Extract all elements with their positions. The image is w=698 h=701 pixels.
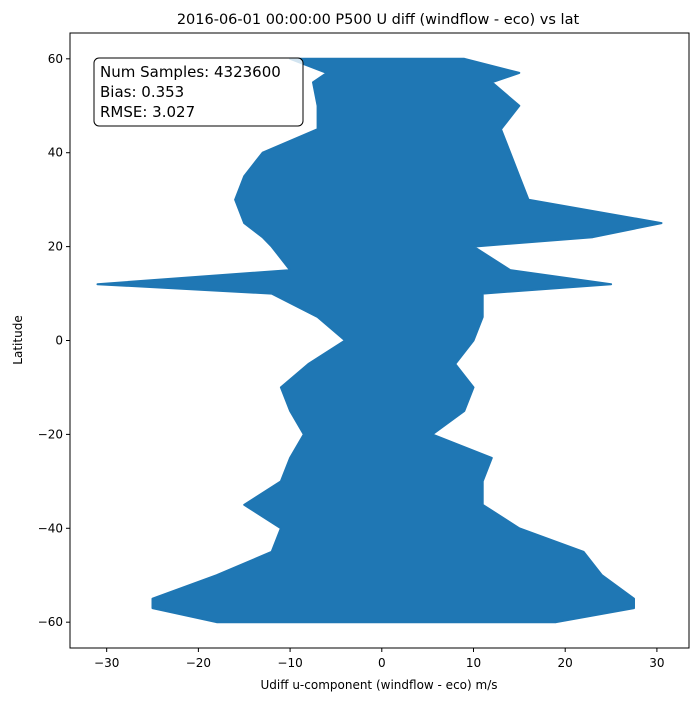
plot-area: [96, 57, 663, 624]
y-tick-label: 60: [48, 52, 63, 66]
y-tick-label: −40: [38, 521, 63, 535]
x-axis-label: Udiff u-component (windflow - eco) m/s: [261, 678, 498, 692]
stats-box: Num Samples: 4323600 Bias: 0.353 RMSE: 3…: [93, 57, 304, 127]
stats-rmse: RMSE: 3.027: [100, 103, 195, 121]
y-tick-label: 20: [48, 240, 63, 254]
x-tick-label: −30: [94, 656, 119, 670]
x-tick-label: −20: [186, 656, 211, 670]
stats-num-samples: Num Samples: 4323600: [100, 63, 281, 81]
scatter-point-cloud: [96, 57, 663, 624]
x-tick-label: 10: [466, 656, 481, 670]
x-tick-label: 0: [378, 656, 386, 670]
y-tick-label: −20: [38, 427, 63, 441]
stats-box-background: [93, 57, 304, 127]
y-axis-label: Latitude: [11, 315, 25, 364]
x-tick-label: 20: [558, 656, 573, 670]
y-axis: −60 −40 −20 0 20 40 60: [38, 52, 70, 629]
y-tick-label: −60: [38, 615, 63, 629]
y-tick-label: 0: [55, 334, 63, 348]
stats-bias: Bias: 0.353: [100, 83, 184, 101]
x-axis: −30 −20 −10 0 10 20 30: [94, 648, 665, 670]
x-tick-label: −10: [277, 656, 302, 670]
y-tick-label: 40: [48, 146, 63, 160]
x-tick-label: 30: [649, 656, 664, 670]
chart-title: 2016-06-01 00:00:00 P500 U diff (windflo…: [177, 12, 580, 28]
